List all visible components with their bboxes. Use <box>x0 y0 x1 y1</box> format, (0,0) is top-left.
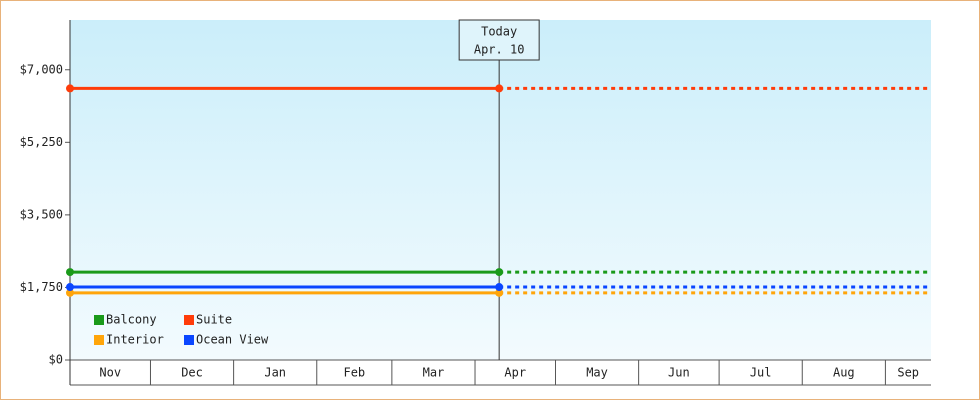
today-box <box>458 19 540 61</box>
legend-label: Interior <box>106 333 164 347</box>
x-tick-label: Dec <box>181 366 203 380</box>
x-tick-label: Nov <box>99 366 121 380</box>
legend-swatch <box>184 335 194 345</box>
today-label: Today <box>481 25 517 39</box>
point <box>495 84 504 93</box>
y-tick-label: $1,750 <box>20 280 63 294</box>
point <box>66 268 74 277</box>
legend-swatch <box>94 335 104 345</box>
y-tick-label: $3,500 <box>20 207 63 221</box>
x-tick-label: May <box>586 366 608 380</box>
y-tick-label: $7,000 <box>20 62 63 76</box>
point <box>66 288 74 297</box>
point <box>66 84 74 93</box>
point <box>495 283 504 292</box>
x-tick-label: Aug <box>833 366 855 380</box>
today-label: Apr. 10 <box>474 43 525 57</box>
x-tick-label: Apr <box>504 366 526 380</box>
x-tick-label: Sep <box>897 366 919 380</box>
legend-label: Balcony <box>106 313 157 327</box>
point <box>495 268 504 277</box>
legend-swatch <box>184 315 194 325</box>
legend-label: Suite <box>196 313 232 327</box>
x-tick-label: Jul <box>750 366 772 380</box>
point <box>495 288 504 297</box>
x-tick-label: Jun <box>668 366 690 380</box>
legend-label: Ocean View <box>196 333 269 347</box>
legend-swatch <box>94 315 104 325</box>
y-tick-label: $5,250 <box>20 135 63 149</box>
plot-area <box>70 20 931 360</box>
x-tick-label: Jan <box>264 366 286 380</box>
x-tick-label: Feb <box>343 366 365 380</box>
y-tick-label: $0 <box>49 353 63 367</box>
x-tick-label: Mar <box>423 366 445 380</box>
point <box>66 283 74 292</box>
